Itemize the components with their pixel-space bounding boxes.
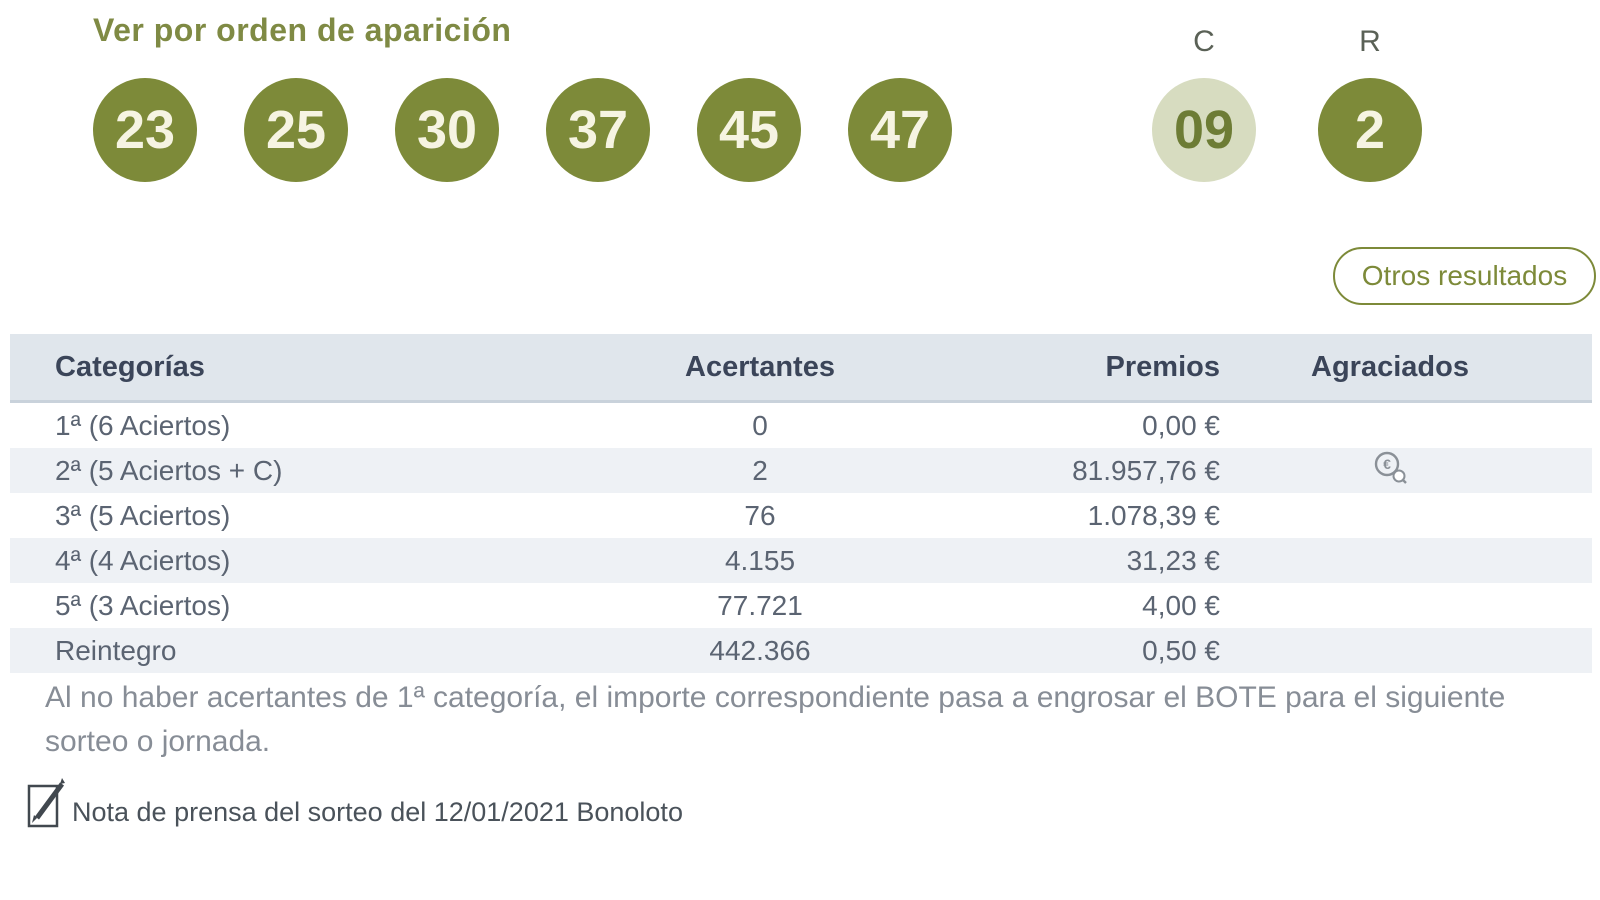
complementario-ball: 09 [1152,78,1256,182]
bote-note: Al no haber acertantes de 1ª categoría, … [45,681,1506,758]
header-acertantes: Acertantes [685,350,835,383]
cell-winners: 4.155 [724,544,796,576]
cell-winners: 0 [752,409,768,441]
table-row: 5ª (3 Aciertos) 77.721 4,00 € [10,583,1592,628]
table-row: 3ª (5 Aciertos) 76 1.078,39 € [10,493,1592,538]
cell-category: 2ª (5 Aciertos + C) [55,454,283,486]
lottery-ball: 25 [244,78,348,182]
winning-numbers: 23 25 30 37 45 47 [93,78,952,182]
prizes-table: Categorías Acertantes Premios Agraciados… [10,334,1592,673]
table-row: 4ª (4 Aciertos) 4.155 31,23 € [10,538,1592,583]
lottery-ball: 37 [546,78,650,182]
lottery-ball: 30 [395,78,499,182]
cell-prize: 0,00 € [1142,409,1220,441]
press-note-link[interactable]: Nota de prensa del sorteo del 12/01/2021… [26,776,683,830]
cell-agraciados: € [1220,449,1560,492]
cell-winners: 77.721 [717,589,803,621]
cell-category: 1ª (6 Aciertos) [55,409,231,441]
cell-winners: 442.366 [709,634,811,666]
table-row: 2ª (5 Aciertos + C) 2 81.957,76 € € [10,448,1592,493]
press-note-label: Nota de prensa del sorteo del 12/01/2021… [72,797,683,827]
cell-winners: 2 [752,454,768,486]
reintegro-label: R [1359,25,1381,58]
reintegro-group: R 2 [1318,24,1422,182]
other-results-button[interactable]: Otros resultados [1333,247,1596,305]
reintegro-ball: 2 [1318,78,1422,182]
cell-prize: 4,00 € [1142,589,1220,621]
cell-category: 5ª (3 Aciertos) [55,589,231,621]
press-note-icon [26,776,68,830]
cell-prize: 31,23 € [1126,544,1220,576]
order-toggle-link[interactable]: Ver por orden de aparición [93,12,512,48]
cell-prize: 81.957,76 € [1072,454,1220,486]
lottery-ball: 47 [848,78,952,182]
table-row: 1ª (6 Aciertos) 0 0,00 € [10,403,1592,448]
lottery-ball: 45 [697,78,801,182]
table-row: Reintegro 442.366 0,50 € [10,628,1592,673]
table-body: 1ª (6 Aciertos) 0 0,00 € 2ª (5 Aciertos + C… [10,403,1592,673]
table-header-row: Categorías Acertantes Premios Agraciados [10,334,1592,403]
complementario-label: C [1193,25,1215,58]
header-premios: Premios [1105,350,1220,383]
euro-magnifier-icon[interactable]: € [1372,449,1408,485]
cell-prize: 1.078,39 € [1087,499,1220,531]
cell-prize: 0,50 € [1142,634,1220,666]
complementario-group: C 09 [1152,24,1256,182]
cell-category: 4ª (4 Aciertos) [55,544,231,576]
header-agraciados: Agraciados [1311,350,1469,383]
cell-category: Reintegro [55,634,177,666]
cell-category: 3ª (5 Aciertos) [55,499,231,531]
header-categorias: Categorías [55,350,205,383]
lottery-ball: 23 [93,78,197,182]
cell-winners: 76 [744,499,776,531]
svg-text:€: € [1383,456,1391,472]
